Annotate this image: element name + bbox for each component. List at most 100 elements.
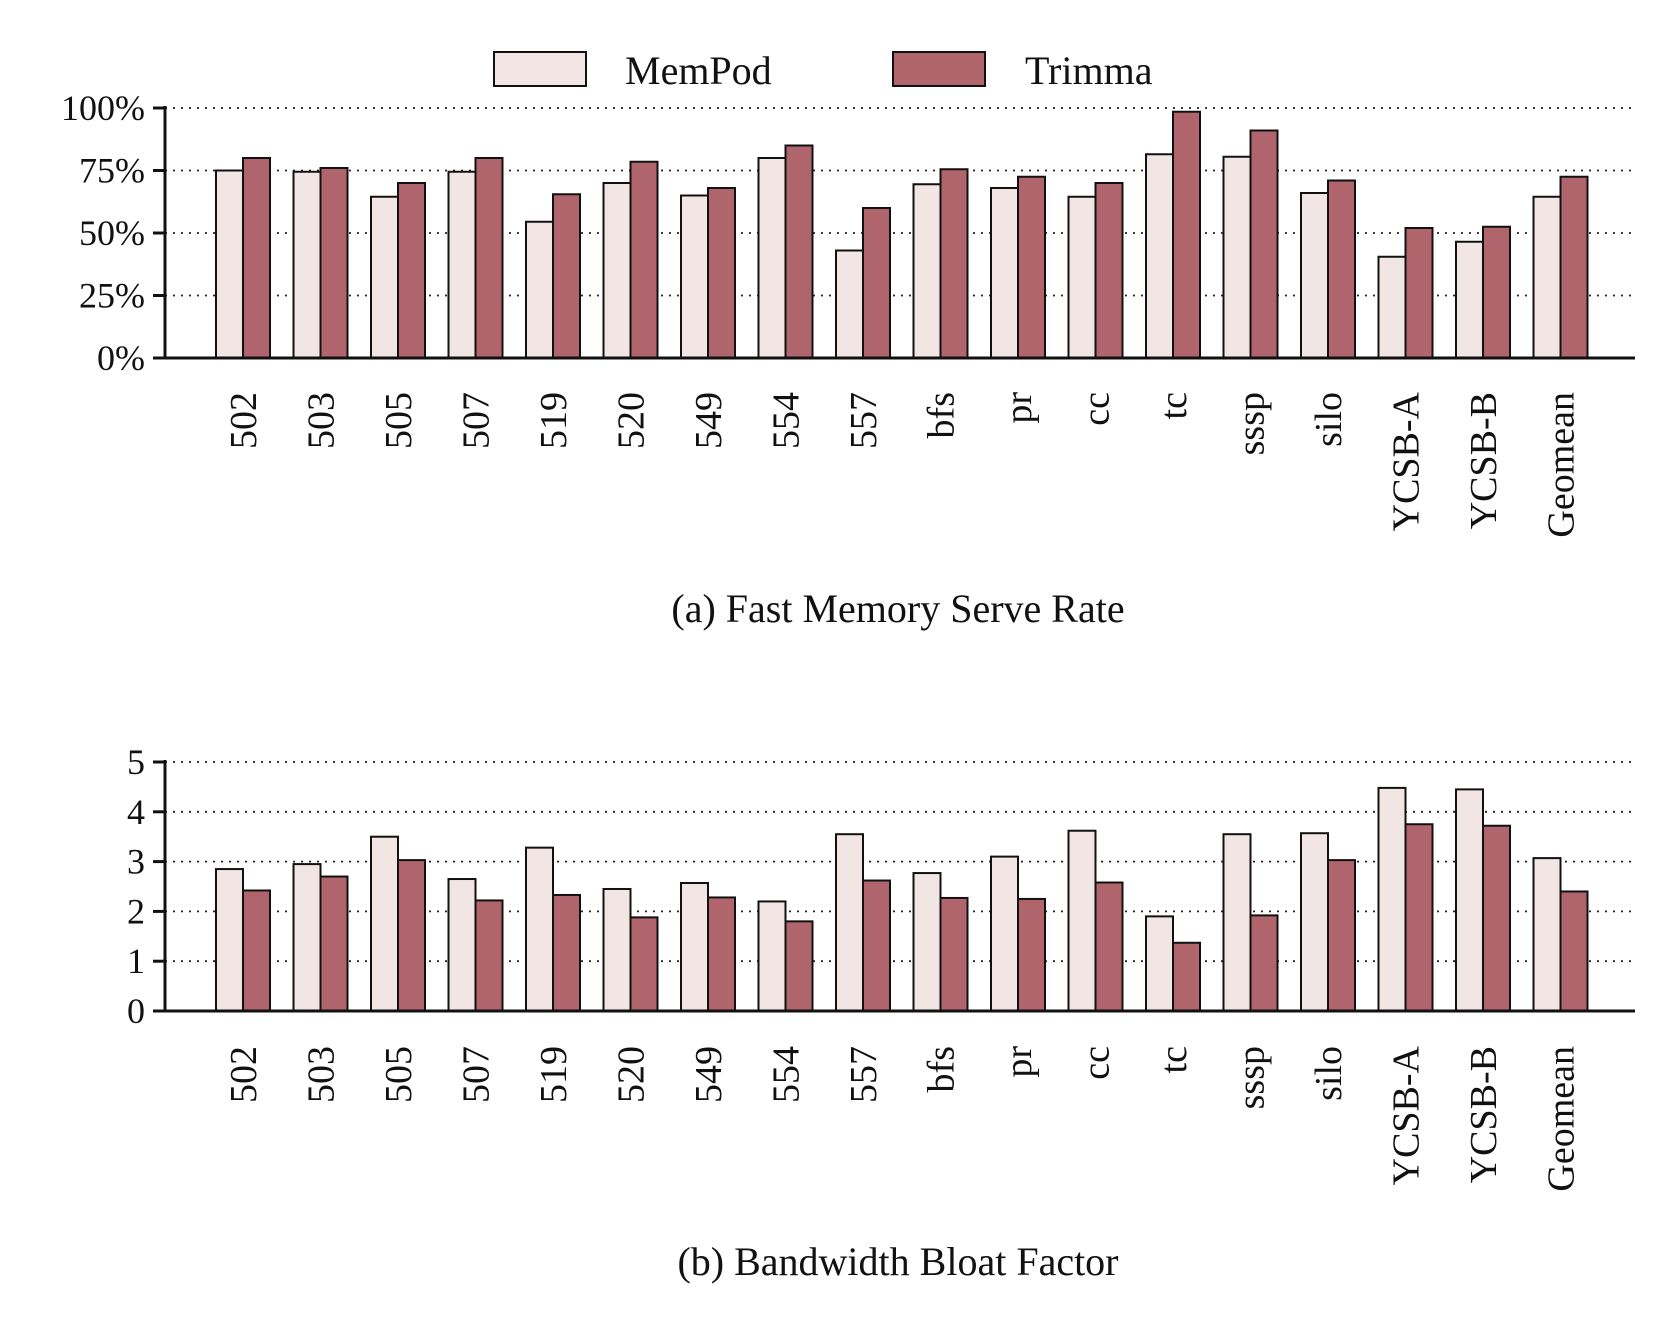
- bar-trimma-ycsb-a: [1404, 227, 1434, 359]
- bar-mempod-cc: [1067, 195, 1097, 359]
- x-tick-label: 502: [223, 1046, 265, 1103]
- y-tick-label: 1: [127, 941, 145, 981]
- bar-mempod-ycsb-b: [1455, 240, 1484, 359]
- bar-mempod-549: [680, 194, 709, 359]
- bar-trimma-554: [784, 144, 814, 359]
- x-tick-label: 520: [611, 1046, 653, 1103]
- x-tick-label: 554: [766, 1046, 808, 1103]
- x-tick-label: sssp: [1231, 1046, 1273, 1109]
- y-tick-label: 5: [127, 742, 145, 782]
- x-tick-label: 554: [766, 392, 808, 449]
- bar-mempod-ycsb-a: [1377, 255, 1407, 359]
- bar-trimma-507: [474, 157, 504, 359]
- x-tick-label: 507: [456, 392, 498, 449]
- x-tick-label: YCSB-A: [1386, 1045, 1428, 1185]
- y-tick-label: 25%: [79, 276, 145, 316]
- bar-mempod-557: [835, 833, 864, 1013]
- bar-trimma-520: [629, 916, 659, 1012]
- bar-trimma-519: [552, 193, 581, 359]
- x-tick-label: 507: [456, 1046, 498, 1103]
- bar-mempod-502: [215, 169, 244, 359]
- y-tick-label: 0%: [97, 338, 145, 378]
- x-tick-label: 502: [223, 392, 265, 449]
- bar-mempod-503: [292, 170, 322, 359]
- bar-mempod-507: [447, 878, 477, 1013]
- bar-trimma-geomean: [1559, 175, 1589, 359]
- bar-mempod-557: [835, 249, 864, 359]
- bar-trimma-silo: [1327, 859, 1356, 1013]
- bar-mempod-549: [680, 882, 709, 1012]
- x-tick-label: 520: [611, 392, 653, 449]
- x-tick-label: cc: [1076, 1046, 1118, 1080]
- x-tick-label: 505: [378, 392, 420, 449]
- bar-trimma-geomean: [1559, 890, 1589, 1012]
- bar-trimma-cc: [1094, 881, 1124, 1012]
- legend: MemPod Trimma: [493, 48, 1153, 93]
- y-tick-label: 0: [127, 991, 145, 1031]
- x-tick-label: pr: [998, 392, 1040, 424]
- x-tick-label: 505: [378, 1046, 420, 1103]
- bar-trimma-ycsb-b: [1482, 225, 1511, 359]
- bar-mempod-sssp: [1222, 833, 1252, 1013]
- caption-b: (b) Bandwidth Bloat Factor: [677, 1239, 1118, 1284]
- bar-trimma-549: [707, 187, 736, 359]
- bar-trimma-bfs: [939, 168, 969, 359]
- y-tick-label: 2: [127, 891, 145, 931]
- legend-label-mempod: MemPod: [625, 48, 772, 93]
- y-tick-label: 50%: [79, 213, 145, 253]
- bar-mempod-tc: [1145, 915, 1174, 1013]
- bar-trimma-pr: [1017, 175, 1046, 359]
- bar-trimma-502: [242, 889, 271, 1013]
- bar-mempod-ycsb-a: [1377, 786, 1407, 1012]
- bar-mempod-silo: [1300, 832, 1329, 1012]
- chart-bandwidth-bloat-factor: 0 1 2 3 4 5 502 503 505 507 519 520 549 554 557 bfs pr cc…: [127, 742, 1635, 1192]
- bar-trimma-503: [319, 875, 349, 1012]
- bar-trimma-520: [629, 160, 659, 359]
- bar-mempod-520: [602, 887, 632, 1012]
- bar-trimma-549: [707, 896, 736, 1012]
- bar-trimma-557: [862, 879, 891, 1012]
- bar-mempod-503: [292, 863, 322, 1013]
- bar-trimma-tc: [1172, 110, 1201, 359]
- x-tick-label: cc: [1076, 392, 1118, 426]
- bar-mempod-geomean: [1532, 857, 1562, 1013]
- x-tick-label: 557: [843, 392, 885, 449]
- bar-trimma-tc: [1172, 941, 1201, 1012]
- x-tick-label: 503: [301, 1046, 343, 1103]
- bar-trimma-554: [784, 920, 814, 1012]
- bar-mempod-sssp: [1222, 155, 1252, 359]
- bar-mempod-502: [215, 868, 244, 1012]
- bar-trimma-ycsb-b: [1482, 824, 1511, 1013]
- bar-mempod-cc: [1067, 829, 1097, 1012]
- caption-a: (a) Fast Memory Serve Rate: [671, 586, 1124, 631]
- bar-trimma-silo: [1327, 179, 1356, 359]
- chart-fast-memory-serve-rate: 0% 25% 50% 75% 100% 502 503 505 507 519 520 549 554 5…: [61, 88, 1635, 538]
- bar-mempod-520: [602, 182, 632, 359]
- bar-trimma-507: [474, 899, 504, 1012]
- bar-mempod-519: [525, 846, 554, 1012]
- x-tick-label: 519: [533, 1046, 575, 1103]
- bar-trimma-505: [397, 182, 426, 359]
- bar-mempod-bfs: [912, 183, 942, 359]
- bar-mempod-507: [447, 170, 477, 359]
- bar-trimma-557: [862, 207, 891, 359]
- bar-mempod-505: [370, 195, 399, 359]
- x-tick-label: 549: [688, 392, 730, 449]
- x-tick-label: silo: [1308, 1046, 1350, 1101]
- x-tick-label: 557: [843, 1046, 885, 1103]
- bar-mempod-pr: [990, 855, 1019, 1012]
- x-tick-label: pr: [998, 1046, 1040, 1078]
- bar-trimma-sssp: [1249, 914, 1279, 1012]
- bar-mempod-pr: [990, 187, 1019, 359]
- x-tick-label: tc: [1153, 1046, 1195, 1073]
- x-tick-label: YCSB-B: [1463, 392, 1505, 529]
- y-tick-label: 75%: [79, 151, 145, 191]
- bar-trimma-502: [242, 157, 271, 359]
- bar-mempod-505: [370, 835, 399, 1013]
- bar-mempod-silo: [1300, 192, 1329, 359]
- x-tick-label: silo: [1308, 392, 1350, 447]
- x-tick-label: sssp: [1231, 392, 1273, 455]
- legend-swatch-mempod: [493, 51, 587, 87]
